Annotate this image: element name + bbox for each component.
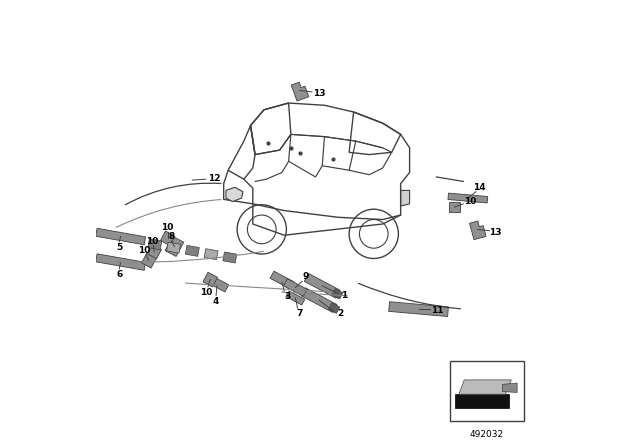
Polygon shape	[166, 242, 180, 253]
Text: 8: 8	[168, 232, 174, 241]
Polygon shape	[502, 383, 517, 392]
Text: 14: 14	[473, 183, 485, 192]
Text: 10: 10	[147, 237, 159, 246]
Polygon shape	[304, 273, 340, 298]
Polygon shape	[148, 239, 162, 250]
Polygon shape	[284, 279, 307, 297]
Polygon shape	[332, 289, 343, 299]
Polygon shape	[286, 291, 305, 305]
Polygon shape	[470, 221, 486, 240]
Text: 9: 9	[303, 272, 309, 281]
Text: 13: 13	[490, 228, 502, 237]
Polygon shape	[223, 252, 237, 263]
Text: 10: 10	[464, 197, 476, 206]
Polygon shape	[186, 246, 199, 256]
Text: 10: 10	[161, 223, 174, 232]
Text: 7: 7	[297, 309, 303, 318]
Polygon shape	[203, 272, 218, 287]
Text: 11: 11	[431, 306, 444, 314]
Polygon shape	[328, 303, 340, 314]
Polygon shape	[388, 302, 449, 317]
Text: 3: 3	[285, 292, 291, 301]
Polygon shape	[205, 274, 228, 292]
Text: 12: 12	[209, 174, 221, 183]
Text: 10: 10	[138, 246, 150, 255]
Polygon shape	[401, 190, 410, 206]
Polygon shape	[449, 202, 460, 212]
Polygon shape	[141, 254, 156, 268]
Text: 4: 4	[213, 297, 220, 306]
Polygon shape	[459, 380, 511, 394]
Polygon shape	[448, 193, 488, 203]
Polygon shape	[147, 245, 161, 259]
Polygon shape	[301, 288, 337, 313]
Polygon shape	[95, 228, 146, 245]
Bar	[450, 361, 524, 421]
Polygon shape	[455, 394, 509, 408]
Text: 5: 5	[116, 243, 122, 252]
Text: 6: 6	[116, 270, 122, 279]
Polygon shape	[226, 187, 243, 202]
Text: 1: 1	[342, 291, 348, 300]
Polygon shape	[270, 271, 294, 289]
Text: 10: 10	[200, 288, 212, 297]
Polygon shape	[291, 82, 308, 101]
Text: 2: 2	[337, 309, 343, 318]
Polygon shape	[204, 249, 218, 260]
Polygon shape	[161, 231, 175, 246]
Text: 492032: 492032	[470, 430, 504, 439]
Polygon shape	[165, 237, 184, 256]
Text: 13: 13	[313, 89, 325, 98]
Polygon shape	[95, 254, 146, 270]
